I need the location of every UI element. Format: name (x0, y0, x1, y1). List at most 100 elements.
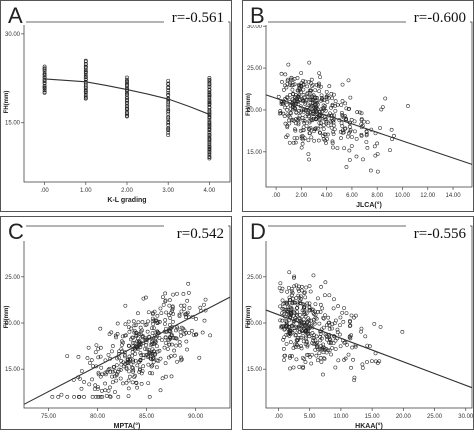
data-point (357, 110, 362, 115)
data-point (292, 276, 296, 280)
data-point (295, 136, 299, 141)
data-point (307, 119, 312, 123)
data-point (343, 114, 348, 119)
data-point (331, 341, 336, 346)
data-point (307, 304, 312, 309)
data-point (104, 393, 109, 398)
data-point (172, 348, 176, 353)
data-point (288, 307, 293, 312)
data-point (171, 319, 175, 324)
data-point (331, 120, 336, 125)
data-point (335, 330, 340, 335)
data-point (72, 395, 76, 399)
fit-line (265, 94, 473, 165)
data-point (323, 293, 327, 298)
data-point (318, 75, 322, 79)
data-point (333, 103, 338, 108)
data-point (144, 322, 149, 327)
r-label-bg (164, 224, 228, 242)
data-point (125, 84, 129, 89)
data-point (179, 355, 183, 360)
data-point (278, 109, 283, 113)
data-point (289, 111, 293, 116)
data-point (311, 341, 316, 346)
x-tick-label: 2.00 (296, 193, 308, 199)
data-point (307, 103, 312, 108)
data-point (287, 297, 292, 302)
data-point (119, 359, 124, 363)
data-point (143, 346, 147, 351)
data-point (94, 343, 99, 348)
data-point (126, 386, 131, 391)
data-point (302, 310, 306, 315)
r-label: r=0.542 (177, 226, 224, 242)
data-point (319, 285, 323, 289)
data-point (148, 343, 153, 347)
x-tick-label: 90.00 (188, 414, 204, 420)
r-label: r=-0.556 (414, 226, 467, 242)
data-point (127, 329, 132, 334)
data-point (124, 380, 129, 385)
data-point (98, 374, 103, 379)
data-point (318, 309, 323, 314)
data-point (312, 129, 316, 134)
data-point (296, 293, 301, 298)
data-point (125, 79, 129, 84)
data-point (42, 69, 47, 73)
data-point (283, 121, 288, 126)
x-axis-label: HKAA(°) (355, 422, 383, 430)
data-point (150, 339, 154, 344)
data-point (153, 352, 158, 357)
panel-letter: D (250, 219, 266, 244)
data-point (278, 111, 283, 115)
data-point (130, 341, 135, 345)
data-point (207, 154, 212, 159)
y-tick-label: 15.00 (247, 150, 263, 156)
data-point (307, 284, 312, 288)
data-point (125, 103, 129, 108)
data-point (166, 121, 171, 126)
data-point (122, 352, 127, 357)
data-point (130, 380, 135, 385)
data-point (160, 295, 165, 299)
data-point (300, 284, 304, 289)
data-point (76, 355, 81, 359)
data-point (207, 87, 212, 92)
data-point (306, 152, 311, 156)
data-point (314, 334, 319, 339)
data-point (353, 344, 358, 349)
x-tick-label: .00 (274, 414, 283, 420)
x-tick-label: 80.00 (90, 414, 106, 420)
data-point (171, 312, 176, 316)
data-point (319, 93, 324, 98)
data-point (127, 369, 131, 374)
data-point (331, 306, 336, 311)
data-point (328, 340, 333, 345)
x-tick-label: 4.00 (321, 193, 333, 199)
data-point (299, 346, 304, 351)
data-point (134, 381, 139, 386)
data-point (301, 78, 305, 83)
data-point (132, 328, 137, 333)
data-point (317, 130, 322, 135)
data-point (136, 311, 140, 316)
data-point (133, 344, 138, 348)
data-point (100, 388, 104, 393)
data-point (166, 107, 171, 112)
data-point (93, 350, 98, 355)
data-point (324, 141, 328, 145)
data-point (115, 321, 120, 326)
data-point (90, 395, 95, 399)
data-point (131, 360, 136, 364)
data-point (279, 102, 284, 106)
data-point (182, 307, 186, 311)
data-point (207, 151, 212, 156)
data-point (288, 110, 293, 115)
data-point (320, 306, 325, 311)
data-point (301, 118, 306, 123)
data-point (207, 130, 212, 135)
data-point (120, 343, 124, 347)
y-tick-label: 15.00 (5, 121, 21, 127)
data-point (287, 140, 292, 145)
data-point (282, 335, 287, 340)
